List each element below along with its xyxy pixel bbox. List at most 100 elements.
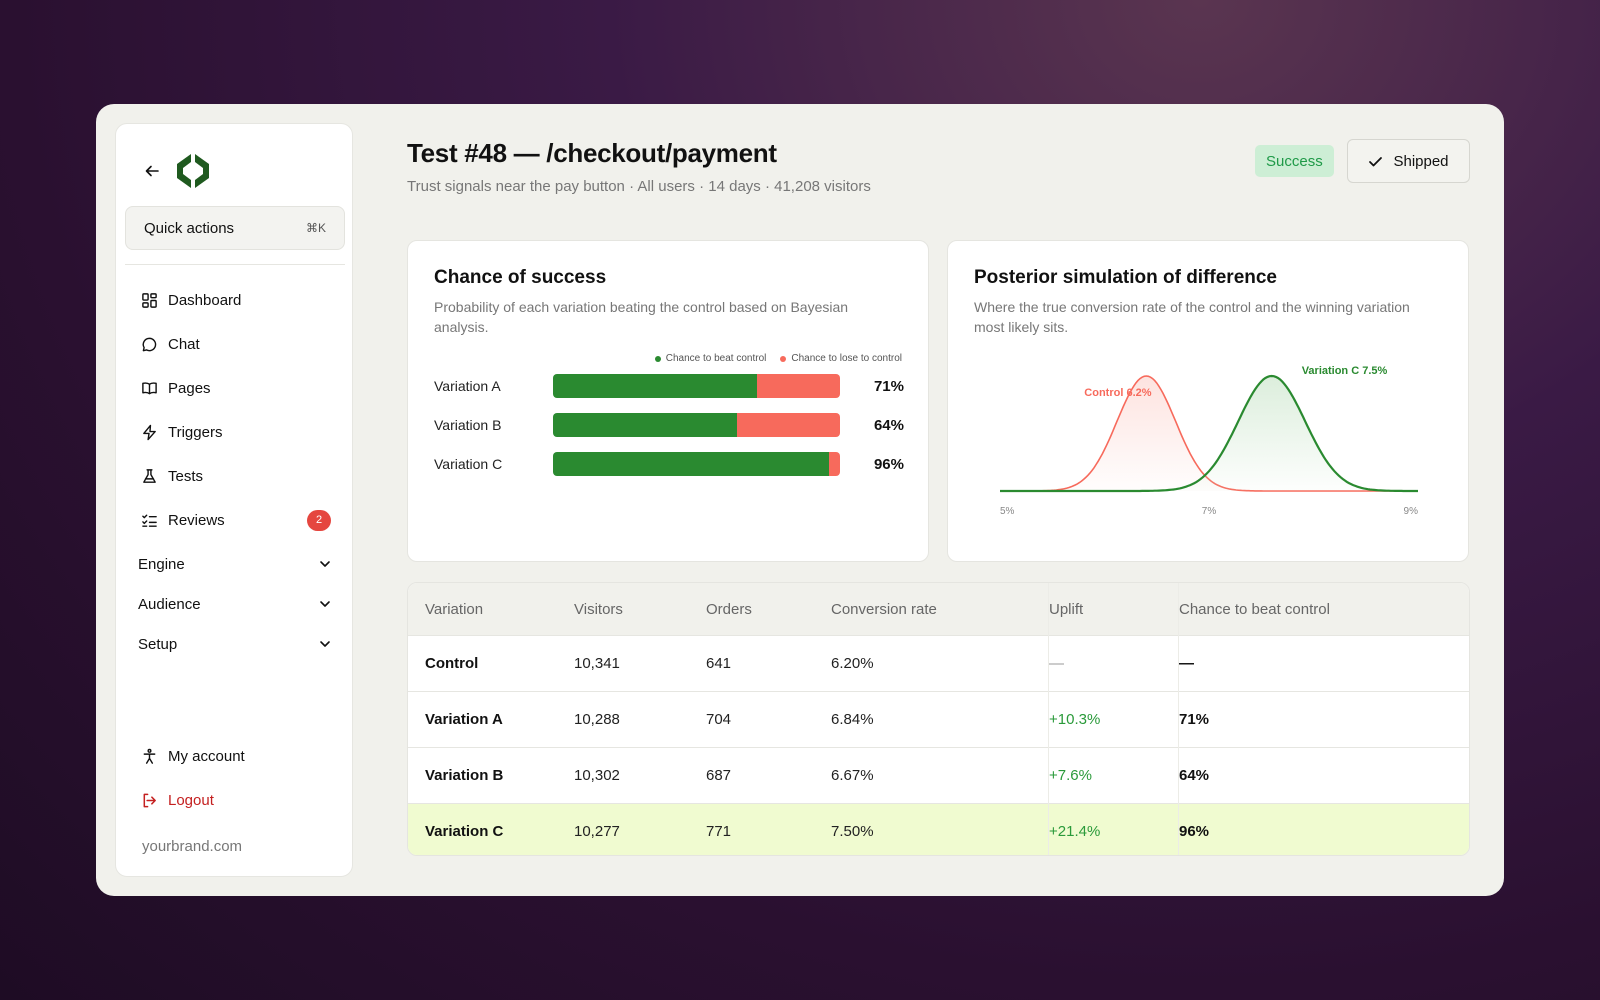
page-subtitle: Trust signals near the pay button · All … bbox=[407, 178, 871, 195]
sidebar-group-audience[interactable]: Audience bbox=[138, 584, 331, 624]
series-label: Variation C 7.5% bbox=[1302, 365, 1388, 377]
legend-lose: Chance to lose to control bbox=[780, 353, 902, 364]
sidebar-group-engine[interactable]: Engine bbox=[138, 544, 331, 584]
cell-variation: Variation C bbox=[425, 823, 504, 840]
distribution-curve-variation-c bbox=[1000, 374, 1418, 493]
distribution-area-control bbox=[1000, 376, 1418, 491]
column-divider bbox=[1178, 583, 1179, 855]
logout-button[interactable]: Logout bbox=[141, 778, 331, 822]
legend-lose-label: Chance to lose to control bbox=[791, 353, 902, 364]
sidebar-footer-nav: My account Logout bbox=[141, 734, 331, 822]
legend-lose-dot bbox=[780, 355, 787, 362]
status-badge: Success bbox=[1255, 145, 1334, 177]
shipped-button[interactable]: Shipped bbox=[1347, 139, 1470, 183]
sidebar-item-dashboard[interactable]: Dashboard bbox=[141, 278, 331, 322]
table-row[interactable]: Control 10,341 641 6.20% — — bbox=[408, 635, 1469, 691]
quick-actions-button[interactable]: Quick actions ⌘K bbox=[125, 206, 345, 250]
cell-visitors: 10,288 bbox=[574, 711, 620, 728]
col-variation[interactable]: Variation bbox=[425, 600, 484, 618]
bar-win-segment bbox=[553, 452, 829, 476]
reviews-count-badge: 2 bbox=[307, 509, 331, 531]
chance-card-title: Chance of success bbox=[434, 267, 607, 288]
cell-variation: Variation B bbox=[425, 767, 504, 784]
sidebar-item-tests[interactable]: Tests bbox=[141, 454, 331, 498]
col-chance[interactable]: Chance to beat control bbox=[1179, 600, 1330, 618]
x-tick-label: 5% bbox=[1000, 506, 1015, 517]
table-row-winner[interactable]: Variation C 10,277 771 7.50% +21.4% 96% bbox=[408, 803, 1469, 855]
chance-of-success-card: Chance of success Probability of each va… bbox=[407, 240, 929, 562]
bar-lose-segment bbox=[828, 452, 840, 476]
cell-chance: 96% bbox=[1179, 823, 1210, 840]
sidebar-item-chat[interactable]: Chat bbox=[141, 322, 331, 366]
posterior-simulation-card: Posterior simulation of difference Where… bbox=[947, 240, 1469, 562]
sidebar-item-label: My account bbox=[168, 747, 245, 765]
chevron-down-icon bbox=[320, 561, 330, 567]
bar-track bbox=[553, 452, 840, 476]
quick-actions-shortcut: ⌘K bbox=[305, 221, 326, 235]
chat-icon bbox=[142, 337, 157, 351]
bolt-icon bbox=[143, 424, 156, 440]
col-visitors[interactable]: Visitors bbox=[574, 600, 623, 618]
sidebar-group-setup[interactable]: Setup bbox=[138, 624, 331, 664]
table-header: Variation Visitors Orders Conversion rat… bbox=[408, 583, 1469, 635]
sidebar-item-label: Chat bbox=[168, 335, 200, 353]
column-divider bbox=[1048, 583, 1049, 855]
sidebar-groups: Engine Audience Setup bbox=[138, 544, 331, 664]
dashboard-icon bbox=[142, 292, 157, 308]
results-table: Variation Visitors Orders Conversion rat… bbox=[407, 582, 1470, 856]
bar-label: Variation B bbox=[434, 417, 502, 433]
col-uplift[interactable]: Uplift bbox=[1049, 600, 1084, 618]
cell-orders: 687 bbox=[706, 767, 732, 784]
logout-icon bbox=[143, 793, 156, 807]
x-tick-label: 7% bbox=[1202, 506, 1217, 517]
bar-value-label: 96% bbox=[873, 455, 904, 473]
cell-rate: 7.50% bbox=[831, 823, 874, 840]
flask-icon bbox=[143, 468, 156, 483]
cell-chance: — bbox=[1179, 655, 1194, 672]
col-orders[interactable]: Orders bbox=[706, 600, 752, 618]
legend-win: Chance to beat control bbox=[654, 353, 766, 364]
person-icon bbox=[143, 748, 156, 764]
x-tick-label: 9% bbox=[1404, 506, 1419, 517]
bar-row: Variation B 64% bbox=[434, 412, 904, 438]
cell-uplift: +21.4% bbox=[1049, 823, 1101, 840]
cell-orders: 641 bbox=[706, 655, 732, 672]
cell-rate: 6.84% bbox=[831, 711, 874, 728]
bar-value-label: 71% bbox=[873, 377, 904, 395]
cell-uplift: +7.6% bbox=[1049, 767, 1092, 784]
table-row[interactable]: Variation A 10,288 704 6.84% +10.3% 71% bbox=[408, 691, 1469, 747]
sidebar-item-reviews[interactable]: Reviews 2 bbox=[141, 498, 331, 542]
cell-uplift: +10.3% bbox=[1049, 711, 1101, 728]
bar-value-label: 64% bbox=[873, 416, 904, 434]
cell-variation: Variation A bbox=[425, 711, 503, 728]
cell-uplift: — bbox=[1049, 655, 1064, 672]
logout-label: Logout bbox=[168, 791, 214, 809]
page-title: Test #48 — /checkout/payment bbox=[407, 138, 777, 168]
bar-label: Variation A bbox=[434, 378, 501, 394]
bar-row: Variation C 96% bbox=[434, 451, 904, 477]
shipped-label: Shipped bbox=[1393, 152, 1449, 170]
bar-lose-segment bbox=[736, 413, 840, 437]
sidebar-divider bbox=[125, 264, 345, 265]
cell-variation: Control bbox=[425, 655, 479, 672]
bar-win-segment bbox=[553, 374, 757, 398]
checklist-icon bbox=[142, 514, 157, 527]
bar-track bbox=[553, 413, 840, 437]
sidebar-group-label: Engine bbox=[138, 555, 185, 573]
cell-visitors: 10,341 bbox=[574, 655, 620, 672]
sidebar-item-pages[interactable]: Pages bbox=[141, 366, 331, 410]
table-row[interactable]: Variation B 10,302 687 6.67% +7.6% 64% bbox=[408, 747, 1469, 803]
back-arrow-icon[interactable] bbox=[144, 163, 160, 179]
bar-lose-segment bbox=[756, 374, 840, 398]
col-conversion-rate[interactable]: Conversion rate bbox=[831, 600, 937, 618]
sidebar-item-triggers[interactable]: Triggers bbox=[141, 410, 331, 454]
book-icon bbox=[142, 381, 157, 394]
distribution-area-variation-c bbox=[1000, 376, 1418, 491]
posterior-card-title: Posterior simulation of difference bbox=[974, 267, 1277, 288]
sidebar: Quick actions ⌘K Dashboard Chat Pages Tr… bbox=[115, 123, 353, 877]
sidebar-item-my-account[interactable]: My account bbox=[141, 734, 331, 778]
chart-legend: Chance to beat control Chance to lose to… bbox=[654, 353, 902, 364]
series-label: Control 6.2% bbox=[1084, 387, 1151, 399]
sidebar-nav: Dashboard Chat Pages Triggers Tests Revi… bbox=[141, 278, 331, 542]
sidebar-header bbox=[144, 152, 212, 190]
